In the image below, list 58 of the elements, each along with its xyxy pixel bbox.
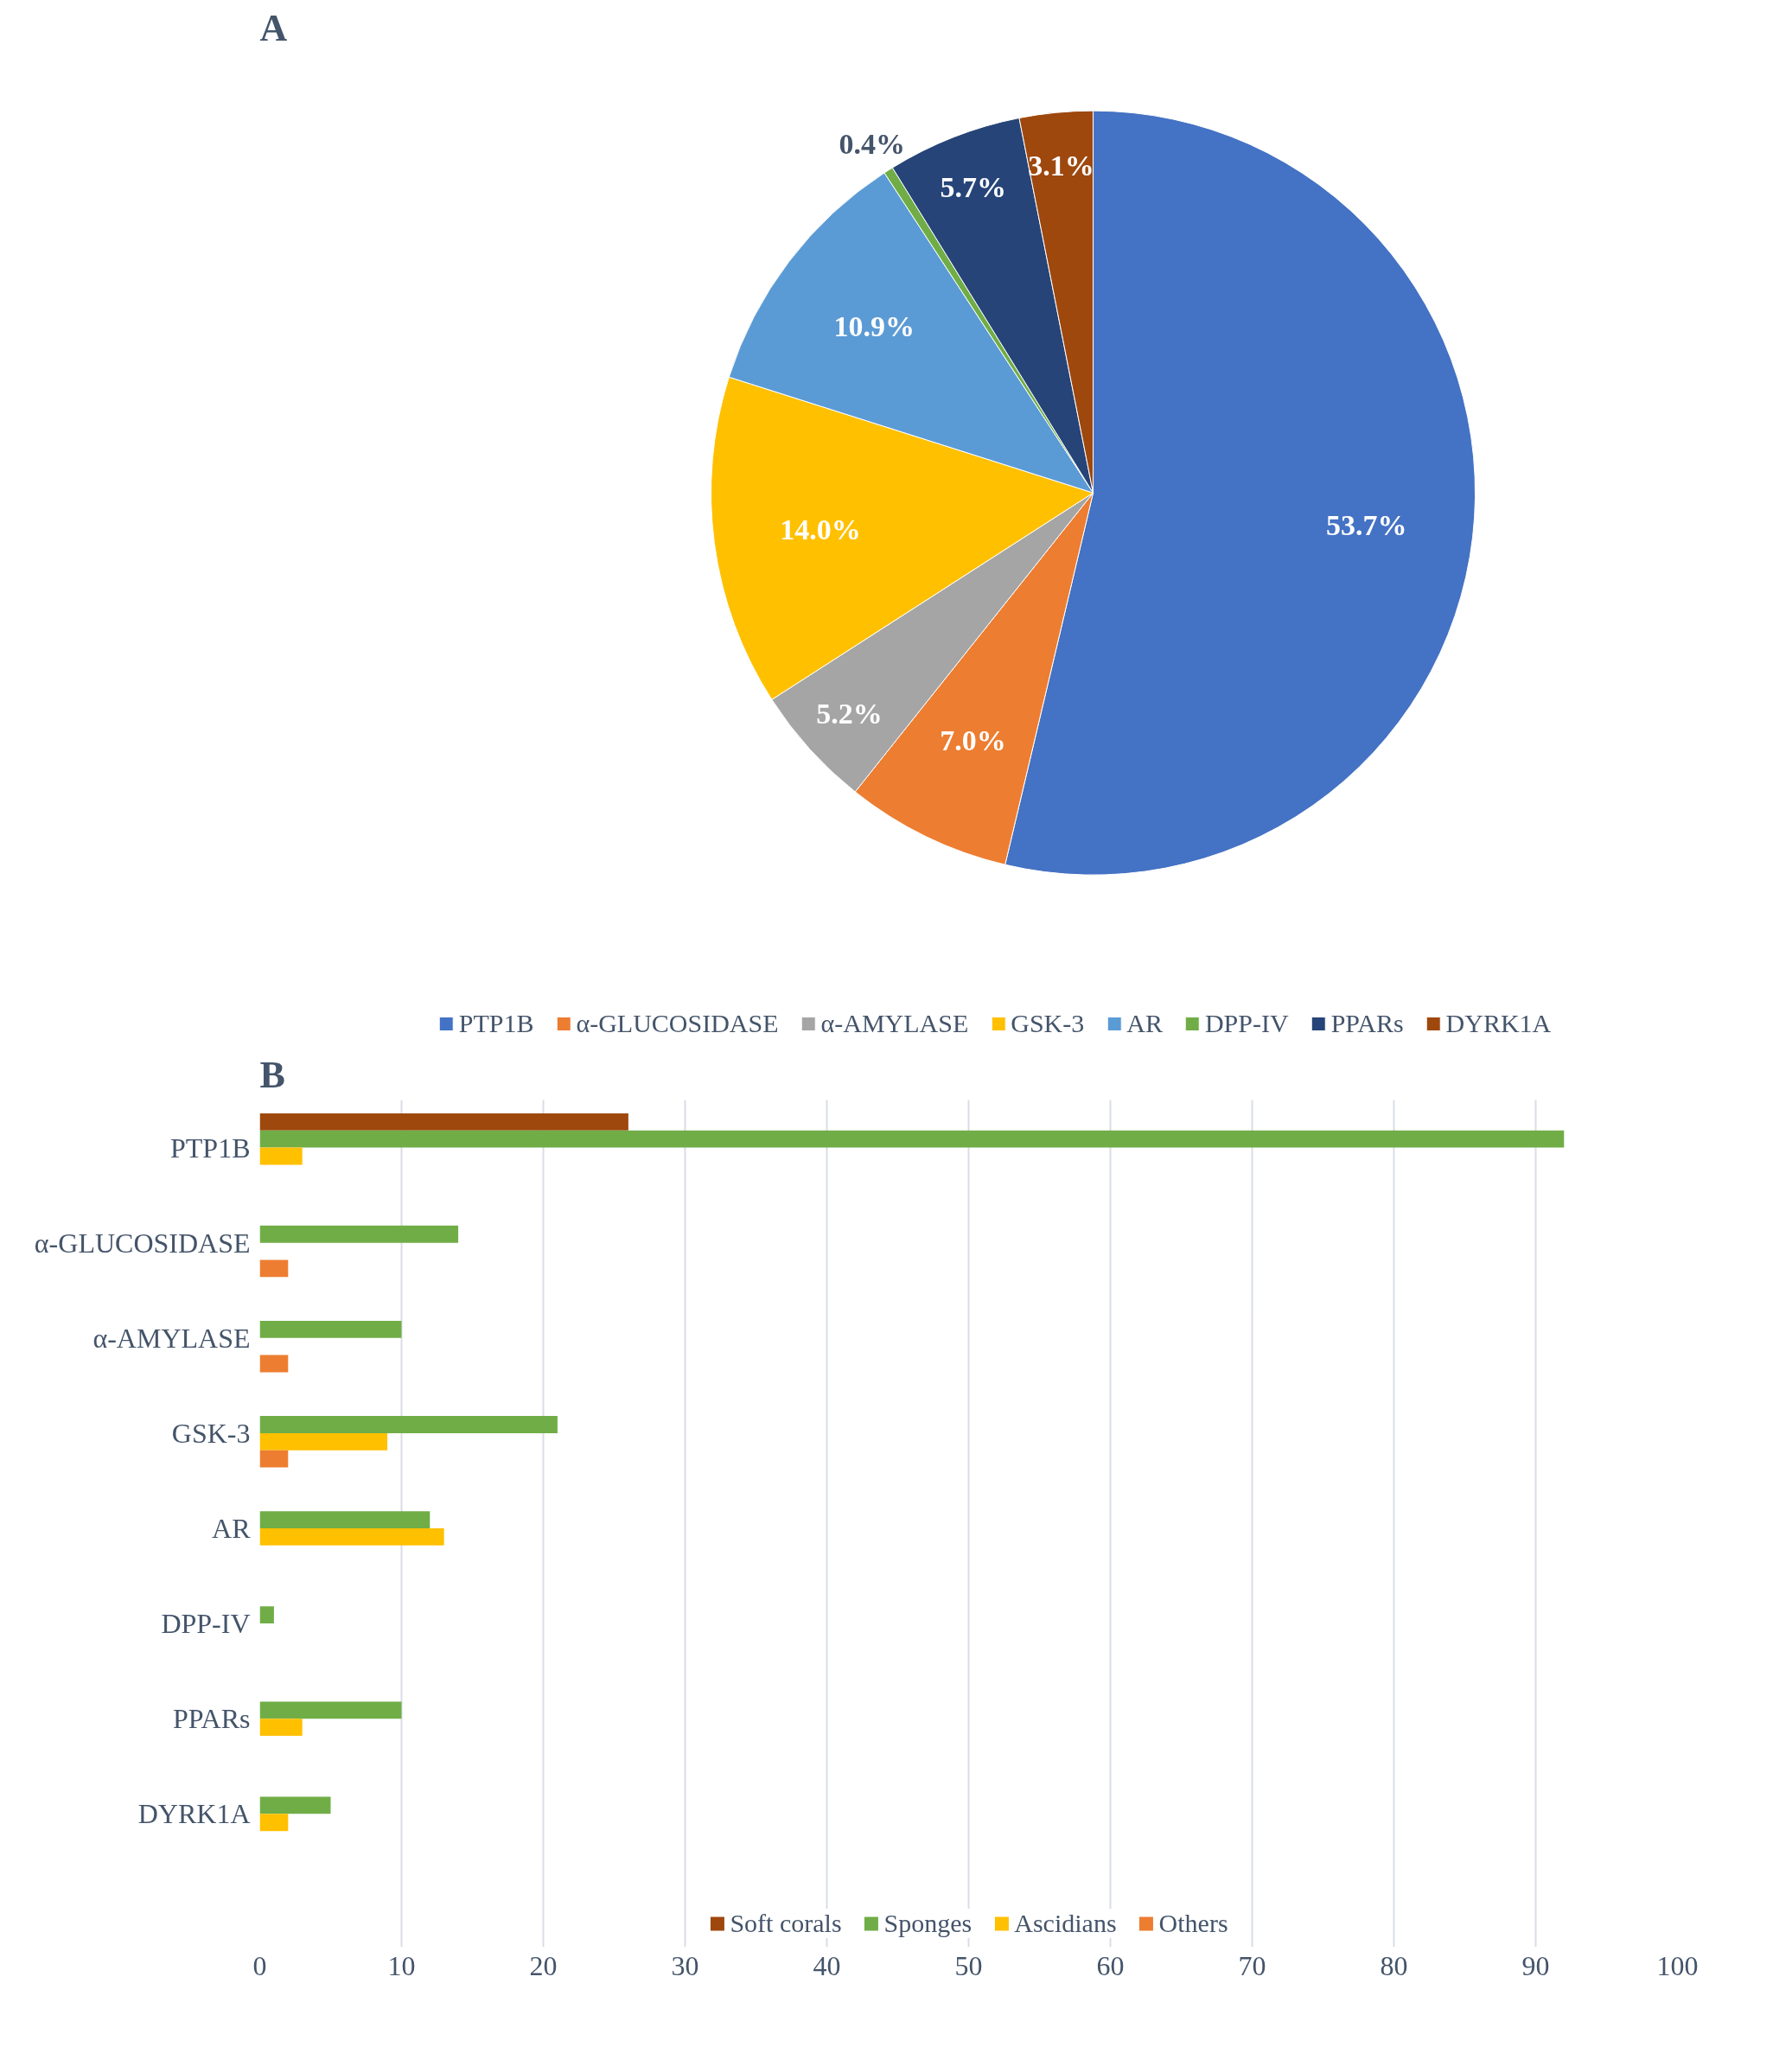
x-tick-label: 50 (954, 1949, 983, 1981)
x-tick-label: 90 (1521, 1949, 1550, 1981)
bar (259, 1450, 289, 1468)
bar (259, 1259, 289, 1278)
legend-label: PTP1B (458, 1009, 534, 1038)
y-tick-label: GSK-3 (171, 1417, 251, 1449)
chart-title: A (259, 6, 288, 49)
legend-label: Sponges (883, 1909, 973, 1938)
y-tick-label: AR (212, 1513, 252, 1545)
y-tick-label: PTP1B (170, 1132, 251, 1164)
legend-label: α-GLUCOSIDASE (576, 1009, 779, 1038)
data-label: 10.9% (833, 309, 915, 342)
data-label: 14.0% (780, 513, 861, 545)
data-label: 7.0% (940, 724, 1006, 757)
y-tick-label: α-GLUCOSIDASE (34, 1227, 251, 1259)
bar (259, 1718, 303, 1737)
bar (259, 1814, 289, 1832)
bar (259, 1511, 430, 1529)
data-label: 3.1% (1028, 150, 1094, 182)
legend-label: DPP-IV (1204, 1009, 1289, 1038)
legend-label: GSK-3 (1011, 1009, 1085, 1038)
bar (259, 1130, 1565, 1148)
x-tick-label: 100 (1656, 1949, 1699, 1981)
x-tick-label: 0 (252, 1949, 267, 1981)
x-tick-label: 20 (529, 1949, 558, 1981)
legend-label: DYRK1A (1445, 1009, 1552, 1038)
chart-title: B (259, 1053, 285, 1096)
bar (259, 1701, 402, 1719)
y-tick-label: DYRK1A (137, 1798, 251, 1830)
bar (259, 1606, 274, 1624)
bar (259, 1416, 558, 1433)
y-tick-label: DPP-IV (161, 1608, 251, 1640)
bar (259, 1432, 388, 1451)
bar (259, 1796, 331, 1814)
bar (259, 1355, 289, 1373)
x-tick-label: 30 (671, 1949, 699, 1981)
x-tick-label: 60 (1096, 1949, 1125, 1981)
bar (259, 1320, 402, 1338)
y-tick-label: PPARs (172, 1703, 251, 1735)
x-tick-label: 10 (387, 1949, 416, 1981)
legend-label: α-AMYLASE (820, 1009, 969, 1038)
bar (259, 1113, 628, 1131)
data-label: 53.7% (1325, 508, 1407, 541)
x-tick-label: 70 (1238, 1949, 1266, 1981)
legend-label: Others (1158, 1909, 1228, 1938)
data-label: 5.2% (816, 697, 883, 730)
data-label: 5.7% (940, 170, 1006, 203)
bar (259, 1528, 444, 1546)
x-tick-label: 40 (813, 1949, 841, 1981)
data-label: 0.4% (839, 128, 905, 161)
legend-label: PPARs (1330, 1009, 1404, 1038)
bar (259, 1225, 459, 1243)
legend-label: AR (1126, 1009, 1163, 1038)
x-tick-label: 80 (1380, 1949, 1408, 1981)
y-tick-label: α-AMYLASE (92, 1322, 251, 1354)
legend-label: Ascidians (1014, 1909, 1117, 1938)
legend-label: Soft corals (730, 1909, 842, 1938)
bar (259, 1147, 303, 1165)
